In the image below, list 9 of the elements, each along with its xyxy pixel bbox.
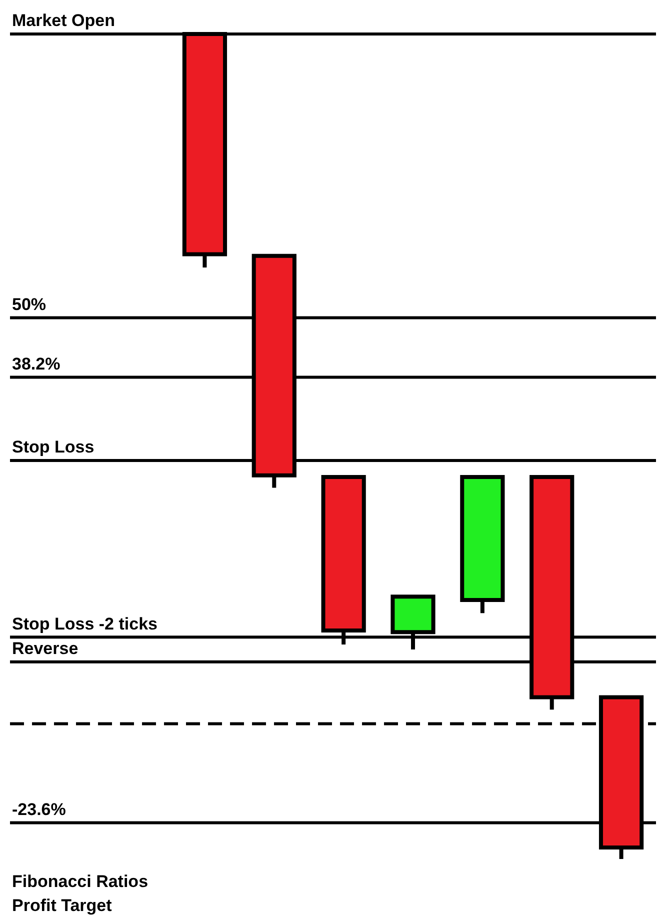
ref-line-label: Stop Loss -2 ticks	[12, 614, 158, 634]
ref-line-label: Stop Loss	[12, 438, 94, 457]
ref-line-label: Reverse	[12, 639, 78, 658]
ref-line-label: Market Open	[12, 11, 115, 30]
annotation: -23.6%	[12, 800, 66, 819]
text: Profit Target	[12, 896, 112, 916]
annotation: 50%	[12, 294, 46, 314]
text: Fibonacci Ratios	[12, 872, 148, 892]
annotation: 38.2%	[12, 354, 60, 374]
